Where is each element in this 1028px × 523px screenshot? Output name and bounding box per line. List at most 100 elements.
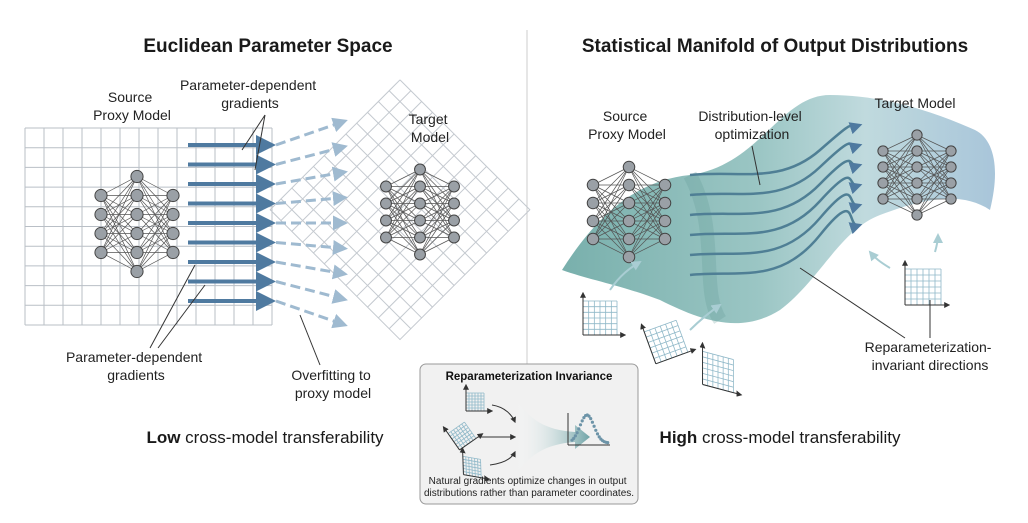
connection	[419, 237, 455, 255]
connection	[419, 186, 455, 204]
grid-line	[649, 335, 683, 349]
neuron-node	[622, 250, 636, 264]
connection	[100, 214, 138, 253]
connection	[882, 134, 918, 168]
box-grids	[442, 383, 494, 482]
neuron-node	[94, 188, 108, 203]
neuron-node	[166, 207, 180, 222]
neuron-node	[414, 248, 426, 261]
distribution-point	[590, 420, 595, 424]
distribution-point	[578, 423, 583, 427]
connection	[916, 182, 952, 216]
neuron-node	[448, 180, 460, 193]
neuron-node	[130, 169, 144, 184]
overfitting-arrow	[275, 142, 348, 166]
overfitting-arrow	[275, 166, 348, 186]
overfitting-arrow	[275, 191, 348, 207]
target-network	[877, 129, 957, 221]
neuron-node	[622, 196, 636, 210]
connection	[136, 214, 174, 272]
pointer-line	[751, 145, 761, 186]
distribution-point	[589, 417, 593, 421]
neuron-node	[380, 197, 392, 210]
connection	[385, 169, 421, 187]
coordinate-grid	[580, 291, 627, 338]
target-network	[380, 163, 460, 261]
pointer-line	[157, 284, 206, 349]
connection	[136, 176, 174, 196]
connection	[882, 166, 918, 200]
neuron-node	[622, 214, 636, 228]
distribution-point	[592, 424, 596, 428]
lift-arrow	[932, 233, 943, 253]
lift-arrow	[689, 303, 722, 331]
coordinate-grid	[442, 421, 484, 451]
output-distribution-plot	[567, 413, 610, 446]
connection	[385, 186, 421, 238]
pointer-line	[149, 264, 196, 349]
optimization-arrow	[689, 159, 863, 217]
connection	[100, 195, 138, 253]
neuron-node	[911, 177, 923, 189]
connection	[100, 252, 138, 272]
distribution-point	[606, 441, 610, 445]
connection	[419, 169, 455, 187]
neuron-node	[414, 231, 426, 244]
connection	[916, 150, 952, 184]
gradients-bottom-label: Parameter-dependent gradients	[66, 349, 206, 383]
source-proxy-network	[94, 169, 180, 279]
connection	[882, 134, 918, 184]
connection	[628, 238, 666, 258]
gradients-top-label: Parameter-dependent gradients	[180, 77, 320, 111]
optimization-arrow	[689, 122, 863, 177]
connection	[419, 186, 455, 221]
connection	[385, 237, 421, 255]
distribution-point	[572, 436, 576, 440]
grid-line	[457, 435, 475, 448]
neuron-node	[622, 160, 636, 174]
overfitting-arrow	[275, 260, 348, 280]
grid-line	[702, 378, 734, 388]
neuron-node	[877, 177, 889, 189]
neuron-node	[945, 145, 957, 157]
neuron-node	[94, 245, 108, 260]
left-target-label: Target Model	[409, 111, 452, 145]
optimization-arrow	[689, 176, 863, 237]
neuron-node	[380, 180, 392, 193]
neuron-node	[622, 178, 636, 192]
connection	[419, 186, 455, 255]
neuron-node	[945, 177, 957, 189]
coordinate-grid	[463, 383, 494, 414]
right-target-label: Target Model	[875, 95, 956, 111]
connection	[136, 195, 174, 253]
axis	[459, 446, 466, 475]
connection	[592, 166, 630, 240]
neuron-node	[586, 196, 600, 210]
grid-line	[291, 187, 423, 319]
connection	[385, 169, 421, 238]
left-source-label: Source Proxy Model	[93, 89, 171, 123]
neuron-node	[911, 145, 923, 157]
neuron-node	[448, 214, 460, 227]
right-panel: Statistical Manifold of Output Distribut…	[562, 36, 995, 447]
pointer-line	[254, 114, 266, 171]
neuron-node	[586, 232, 600, 246]
grid-line	[280, 198, 412, 330]
connection	[882, 134, 918, 152]
connection	[628, 166, 666, 186]
grid-line	[463, 471, 482, 476]
optimization-arrow	[689, 210, 863, 277]
connection	[419, 203, 455, 255]
neuron-node	[130, 264, 144, 279]
source-proxy-network	[586, 160, 672, 264]
box-caption: Natural gradients optimize changes in ou…	[424, 476, 634, 499]
connection	[592, 166, 630, 186]
neuron-node	[94, 226, 108, 241]
connection	[419, 186, 455, 238]
connection	[385, 169, 421, 221]
overfitting-label: Overfitting to proxy model	[291, 367, 374, 401]
neuron-node	[658, 232, 672, 246]
neuron-node	[130, 245, 144, 260]
overfitting-arrow	[275, 280, 348, 304]
